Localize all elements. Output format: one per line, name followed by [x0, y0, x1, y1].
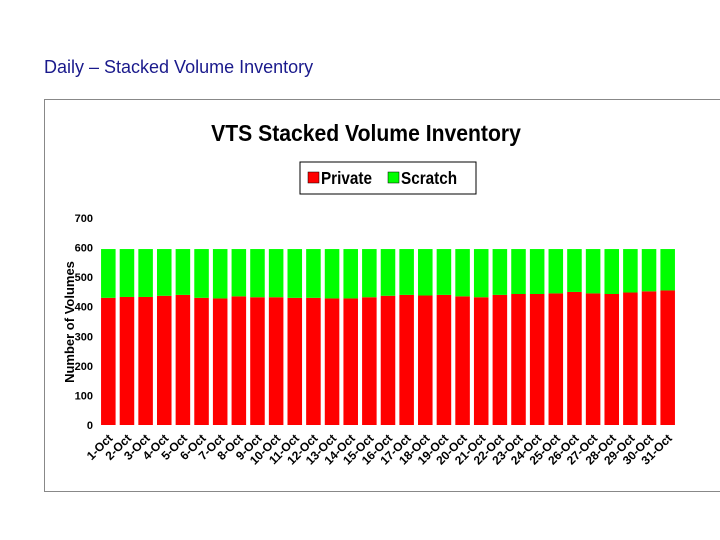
- bar-private-1-oct: [101, 297, 116, 425]
- bar-private-10-oct: [268, 297, 284, 425]
- y-tick-label: 600: [75, 243, 93, 255]
- bar-private-26-oct: [567, 291, 582, 425]
- y-tick-label: 300: [75, 331, 93, 343]
- bar-private-12-oct: [306, 297, 321, 425]
- bar-private-20-oct: [455, 296, 470, 425]
- bar-private-28-oct: [604, 294, 620, 425]
- bar-private-18-oct: [418, 295, 433, 425]
- bar-private-16-oct: [380, 295, 396, 425]
- bar-private-31-oct: [660, 290, 675, 425]
- y-tick-label: 100: [75, 390, 93, 402]
- bar-scratch-4-oct: [156, 249, 172, 296]
- chart-title: VTS Stacked Volume Inventory: [211, 120, 521, 146]
- bar-scratch-25-oct: [548, 249, 564, 294]
- bar-scratch-18-oct: [418, 249, 433, 296]
- bar-private-8-oct: [231, 296, 247, 425]
- legend-swatch-scratch: [387, 171, 400, 184]
- bar-private-15-oct: [362, 297, 377, 425]
- bar-private-7-oct: [212, 298, 228, 425]
- bar-scratch-24-oct: [529, 249, 545, 294]
- bar-private-19-oct: [436, 294, 452, 425]
- y-tick-label: 0: [87, 420, 93, 432]
- bar-scratch-5-oct: [175, 249, 191, 295]
- bar-scratch-9-oct: [250, 249, 265, 298]
- bar-private-25-oct: [548, 293, 564, 425]
- bar-scratch-29-oct: [623, 249, 638, 293]
- y-tick-label: 500: [75, 272, 93, 284]
- bar-scratch-27-oct: [585, 249, 601, 294]
- bar-private-2-oct: [119, 296, 135, 425]
- bars: [101, 249, 675, 425]
- bar-scratch-10-oct: [268, 249, 284, 298]
- bar-scratch-20-oct: [455, 249, 470, 297]
- y-axis-label: Number of Volumes: [62, 261, 77, 383]
- bar-private-21-oct: [473, 297, 489, 425]
- chart-frame: VTS Stacked Volume Inventory Private Scr…: [44, 99, 720, 492]
- bar-scratch-26-oct: [567, 249, 582, 292]
- legend-label-private: Private: [321, 168, 372, 188]
- bar-scratch-31-oct: [660, 249, 675, 291]
- bar-private-17-oct: [399, 294, 414, 425]
- x-axis: 1-Oct2-Oct3-Oct4-Oct5-Oct6-Oct7-Oct8-Oct…: [84, 431, 675, 467]
- bar-private-22-oct: [492, 294, 508, 425]
- y-tick-label: 700: [75, 213, 93, 225]
- bar-private-27-oct: [585, 293, 601, 425]
- bar-scratch-3-oct: [138, 249, 153, 297]
- bar-scratch-17-oct: [399, 249, 414, 295]
- bar-scratch-30-oct: [641, 249, 657, 292]
- legend-swatch-private: [307, 171, 320, 184]
- bar-private-11-oct: [287, 297, 303, 425]
- bar-private-5-oct: [175, 294, 191, 425]
- bar-scratch-7-oct: [212, 249, 228, 299]
- bar-scratch-22-oct: [492, 249, 508, 295]
- stacked-bar-chart: VTS Stacked Volume Inventory Private Scr…: [62, 120, 675, 468]
- bar-scratch-11-oct: [287, 249, 303, 298]
- bar-scratch-21-oct: [473, 249, 489, 298]
- bar-private-14-oct: [343, 298, 358, 425]
- bar-scratch-15-oct: [362, 249, 377, 298]
- bar-private-30-oct: [641, 291, 657, 425]
- bar-scratch-28-oct: [604, 249, 620, 294]
- y-tick-label: 400: [75, 302, 93, 314]
- bar-scratch-12-oct: [306, 249, 321, 298]
- bar-scratch-23-oct: [511, 249, 526, 294]
- bar-scratch-13-oct: [324, 249, 340, 299]
- legend: Private Scratch: [299, 161, 477, 195]
- bar-scratch-8-oct: [231, 249, 247, 297]
- bar-scratch-14-oct: [343, 249, 358, 299]
- bar-private-4-oct: [156, 295, 172, 425]
- bar-private-23-oct: [511, 294, 526, 425]
- bar-scratch-6-oct: [194, 249, 209, 298]
- bar-private-9-oct: [250, 297, 265, 425]
- bar-private-6-oct: [194, 297, 209, 425]
- slide-title: Daily – Stacked Volume Inventory: [44, 57, 314, 77]
- y-axis: 0 100 200 300 400 500 600 700: [75, 213, 93, 432]
- bar-private-24-oct: [529, 294, 545, 425]
- legend-label-scratch: Scratch: [401, 168, 457, 188]
- y-tick-label: 200: [75, 361, 93, 373]
- bar-private-3-oct: [138, 296, 153, 425]
- bar-private-29-oct: [623, 292, 638, 425]
- bar-scratch-1-oct: [101, 249, 116, 298]
- bar-scratch-2-oct: [119, 249, 135, 297]
- bar-private-13-oct: [324, 298, 340, 425]
- bar-scratch-16-oct: [380, 249, 396, 296]
- bar-scratch-19-oct: [436, 249, 452, 295]
